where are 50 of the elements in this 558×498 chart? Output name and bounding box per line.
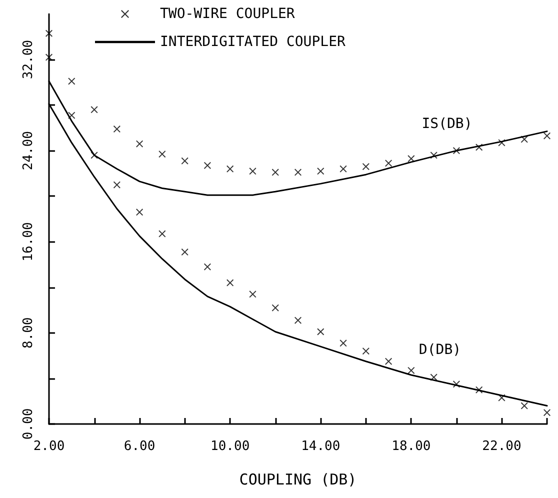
point [68,78,76,85]
point [181,248,188,256]
point [294,168,302,176]
point [362,348,370,355]
y-tick-label: 32.00 [21,40,36,80]
point [272,304,279,312]
annotation: D(DB) [418,342,462,358]
point [249,168,256,175]
x-tick-label: 22.00 [482,439,522,454]
legend-label: INTERDIGITATED COUPLER [160,34,346,50]
point [90,106,98,114]
point [272,168,279,176]
point [544,132,550,140]
x-tick-label: 10.00 [210,439,250,454]
x-tick-label: 2.00 [33,439,65,454]
point [385,358,392,365]
point [204,162,211,169]
y-tick-label: 24.00 [21,131,36,170]
point [520,402,528,410]
point [317,168,324,175]
x-tick-label: 18.00 [392,439,431,454]
point [181,157,188,164]
point [113,181,120,188]
point [294,316,302,324]
point [136,208,144,216]
x-tick-label: 6.00 [124,439,156,454]
point [317,328,324,336]
point [113,126,120,133]
point [158,230,166,238]
point [385,160,392,167]
point [544,409,550,416]
point [362,163,370,170]
point [408,155,415,162]
x-tick-label: 14.00 [301,439,340,454]
point [340,165,347,172]
point [226,165,234,172]
y-tick-label: 16.00 [21,222,36,262]
point [158,150,166,158]
x-axis-title: COUPLING (DB) [239,470,357,488]
point [46,30,52,37]
y-tick-label: 8.00 [21,317,36,349]
point [340,340,347,347]
point [249,290,256,298]
point [204,263,211,270]
point [226,279,234,286]
annotation: IS(DB) [422,116,472,132]
y-tick-label: 0.00 [21,408,36,440]
legend-label: TWO-WIRE COUPLER [160,6,296,22]
point [430,374,438,381]
point [136,140,144,148]
